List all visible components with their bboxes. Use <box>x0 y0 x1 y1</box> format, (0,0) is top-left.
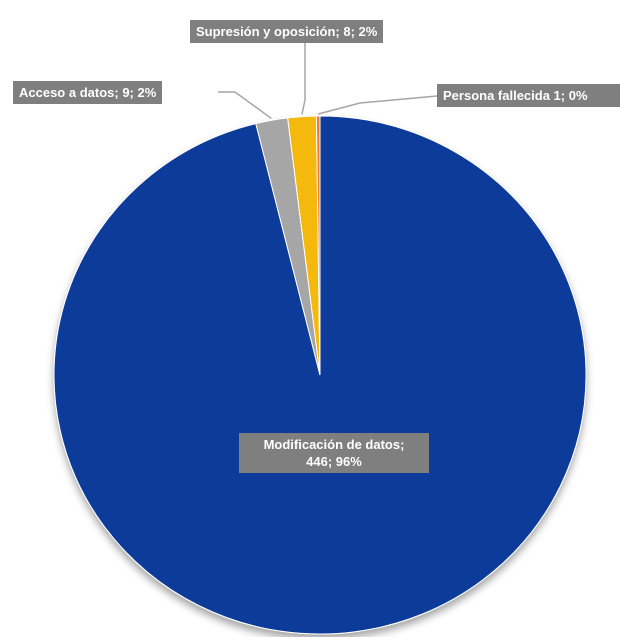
leader-lines <box>218 40 438 119</box>
data-label-fallecida: Persona fallecida 1; 0% <box>437 84 620 107</box>
data-label-modificacion-line1: Modificación de datos; <box>263 437 405 452</box>
pie-slice-persona-fallecida <box>315 115 321 376</box>
data-label-modificacion: Modificación de datos; 446; 96% <box>239 433 429 473</box>
leader-line-fallecida <box>317 95 438 115</box>
leader-line-acceso <box>218 91 272 119</box>
pie-slices <box>53 115 587 635</box>
data-label-supresion: Supresión y oposición; 8; 2% <box>190 20 384 43</box>
data-label-modificacion-line2: 446; 96% <box>306 454 362 469</box>
leader-line-supresion <box>301 40 306 115</box>
data-label-acceso: Acceso a datos; 9; 2% <box>13 81 163 104</box>
